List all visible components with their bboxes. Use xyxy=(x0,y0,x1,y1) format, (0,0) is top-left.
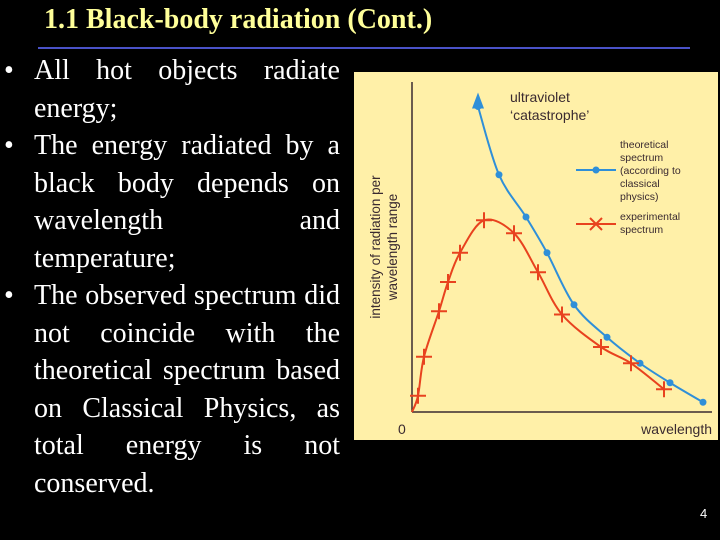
theoretical-point xyxy=(474,103,482,110)
legend-label: theoretical spectrum (according to classica… xyxy=(620,139,681,203)
legend-dot-icon xyxy=(592,166,600,174)
bullet-item: • All hot objects radiate energy; xyxy=(4,52,340,127)
theoretical-point xyxy=(603,333,611,341)
experimental-point xyxy=(416,348,432,365)
legend-cross-icon xyxy=(589,217,603,231)
experimental-point xyxy=(506,225,522,242)
theoretical-point xyxy=(666,379,674,387)
title-underline xyxy=(38,47,690,49)
spectrum-chart: intensity of radiation per wavelength ran… xyxy=(354,72,718,440)
bullet-dot-icon: • xyxy=(4,130,14,161)
theoretical-point xyxy=(570,301,578,309)
bullet-item: • The energy radiated by a black body dep… xyxy=(4,127,340,277)
x-axis-label: wavelength xyxy=(640,421,712,437)
legend: theoretical spectrum (according to classica… xyxy=(576,139,681,236)
theoretical-point xyxy=(543,249,551,257)
theoretical-point xyxy=(699,398,707,406)
bullet-text: All hot objects radiate energy; xyxy=(34,55,340,124)
experimental-point xyxy=(530,264,546,281)
y-axis-label: intensity of radiation per wavelength ran… xyxy=(368,175,400,319)
slide-title: 1.1 Black-body radiation (Cont.) xyxy=(44,4,433,35)
bullet-dot-icon: • xyxy=(4,280,14,311)
experimental-point xyxy=(452,244,468,261)
bullet-list: • All hot objects radiate energy; • The en… xyxy=(4,52,340,502)
theoretical-series-line xyxy=(477,106,704,404)
theoretical-point xyxy=(636,359,644,367)
theoretical-point xyxy=(495,171,503,179)
legend-label: experimental spectrum xyxy=(620,211,680,236)
bullet-item: • The observed spectrum did not coincide … xyxy=(4,277,340,502)
bullet-dot-icon: • xyxy=(4,55,14,86)
catastrophe-annotation: ultraviolet ‘catastrophe’ xyxy=(510,89,589,123)
experimental-series-line xyxy=(411,218,665,413)
experimental-point xyxy=(554,306,570,323)
theoretical-point xyxy=(522,213,530,221)
experimental-point xyxy=(476,212,492,229)
experimental-point xyxy=(440,274,456,290)
experimental-point xyxy=(410,387,426,404)
bullet-text: The energy radiated by a black body depe… xyxy=(34,130,340,274)
origin-label: 0 xyxy=(398,421,406,437)
page-number: 4 xyxy=(700,506,708,521)
experimental-point xyxy=(656,381,672,398)
theoretical-arrow-icon xyxy=(472,92,484,109)
bullet-text: The observed spectrum did not coincide w… xyxy=(34,280,340,499)
series-layer xyxy=(410,92,707,413)
experimental-point xyxy=(431,303,447,320)
spectrum-chart-svg: intensity of radiation per wavelength ran… xyxy=(368,82,712,437)
experimental-point xyxy=(593,339,609,355)
experimental-point xyxy=(623,355,639,372)
